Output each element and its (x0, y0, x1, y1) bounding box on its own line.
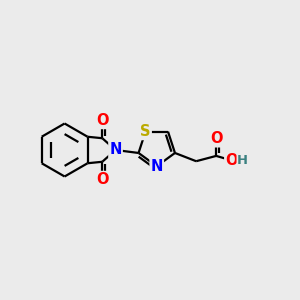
Text: O: O (210, 131, 222, 146)
Text: O: O (225, 153, 238, 168)
Text: S: S (140, 124, 151, 139)
Text: N: N (109, 142, 122, 158)
Text: H: H (237, 154, 248, 167)
Text: N: N (151, 159, 163, 174)
Text: O: O (96, 113, 109, 128)
Text: O: O (96, 172, 109, 187)
